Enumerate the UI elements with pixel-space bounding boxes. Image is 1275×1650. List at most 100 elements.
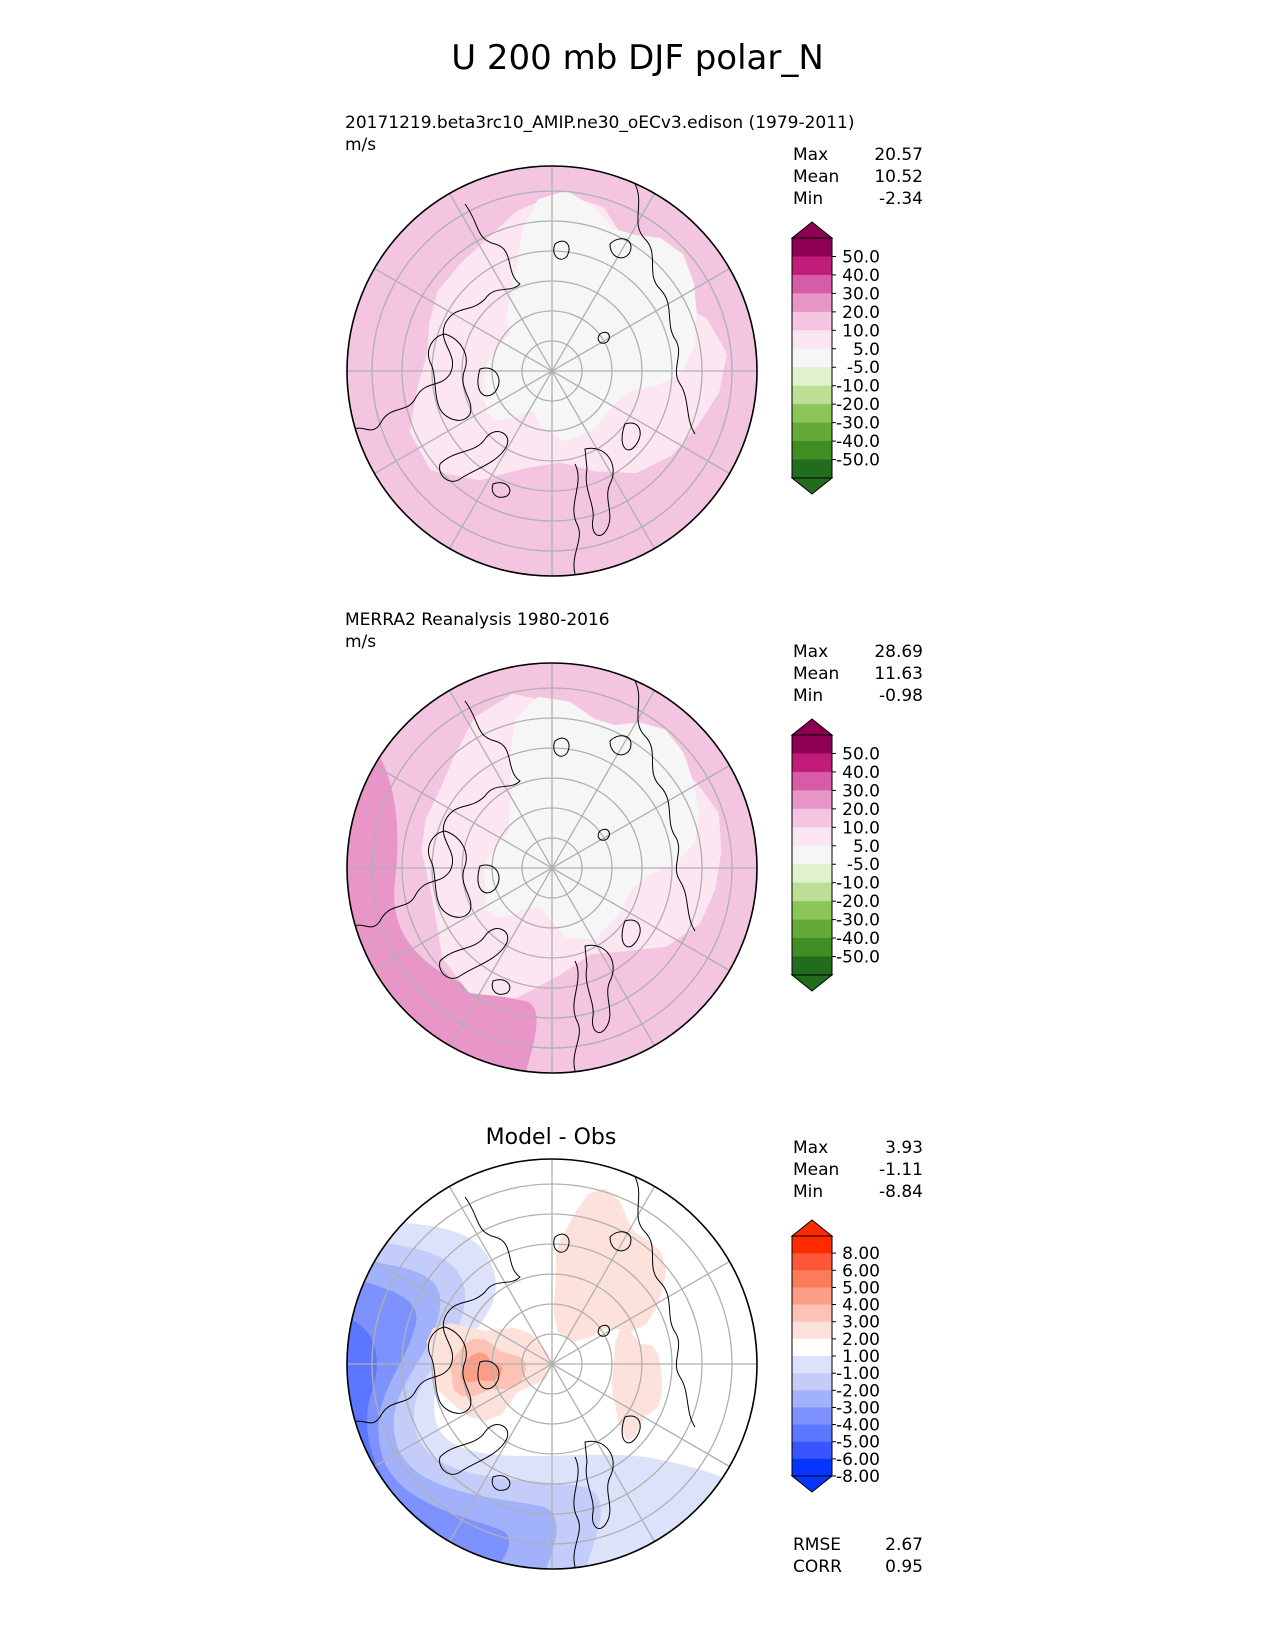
meridian-gridline <box>448 193 656 549</box>
colorbar-tick-label: 5.00 <box>842 1278 880 1298</box>
stat-label: Mean <box>793 1160 840 1180</box>
stat-value: -8.84 <box>879 1182 923 1202</box>
map-boundary <box>346 165 758 577</box>
stat-value: 3.93 <box>885 1138 923 1158</box>
colorbar-tick-label: -1.00 <box>836 1364 880 1384</box>
colorbar-tick-label: 3.00 <box>842 1313 880 1333</box>
meridian-gridline <box>448 690 656 1046</box>
colorbar: 8.006.005.004.003.002.001.00-1.00-2.00-3… <box>790 1219 880 1493</box>
colorbar-tick-label: -30.0 <box>836 414 880 434</box>
colorbar-extend-top <box>790 718 834 736</box>
colorbar-segment <box>792 938 832 958</box>
coastline <box>553 240 570 260</box>
coastline <box>634 183 696 435</box>
coastline <box>477 367 500 397</box>
colorbar-segment <box>792 790 832 810</box>
colorbar-segment <box>792 311 832 331</box>
colorbar-segment <box>792 1321 832 1340</box>
colorbar-segment <box>792 330 832 350</box>
stat-value: 20.57 <box>874 145 923 165</box>
stat-label: Min <box>793 1182 824 1202</box>
coastline <box>349 700 521 932</box>
colorbar-segment <box>792 1407 832 1426</box>
colorbar-segment <box>792 1373 832 1391</box>
colorbar-segment <box>792 1287 832 1306</box>
colorbar-segment <box>792 1253 832 1271</box>
map-boundary <box>346 662 758 1074</box>
panel-units: m/s <box>345 135 377 155</box>
map-boundary <box>346 1158 758 1570</box>
colorbar-tick-label: 30.0 <box>842 781 880 801</box>
coastline <box>621 1415 641 1444</box>
coastline <box>491 1475 511 1491</box>
coastline <box>491 979 511 995</box>
colorbar-segment <box>792 1390 832 1408</box>
colorbar-segment <box>792 1236 832 1254</box>
colorbar-frame <box>791 734 833 976</box>
coastline <box>553 1233 570 1253</box>
colorbar-tick-label: -40.0 <box>836 929 880 949</box>
colorbar-segment <box>792 735 832 754</box>
coastline <box>477 864 500 894</box>
colorbar-tick-label: -3.00 <box>836 1398 880 1418</box>
field-layer <box>347 166 757 576</box>
panel-title: 20171219.beta3rc10_AMIP.ne30_oECv3.ediso… <box>345 113 855 133</box>
colorbar-tick-label: 1.00 <box>842 1347 880 1367</box>
colorbar-tick-label: -5.0 <box>847 358 880 378</box>
colorbar-tick-label: -2.00 <box>836 1381 880 1401</box>
coastline <box>349 203 521 435</box>
field-band <box>612 1328 662 1441</box>
colorbar-segment <box>792 238 832 257</box>
coastline <box>553 737 570 757</box>
stat-value: 11.63 <box>874 664 923 684</box>
stats-box: Max 3.93 Mean -1.11 Min -8.84 <box>793 1137 923 1203</box>
panel-reference: MERRA2 Reanalysis 1980-2016 m/s Max 28.69… <box>0 607 1275 1097</box>
colorbar-segment <box>792 827 832 847</box>
colorbar-tick-label: -40.0 <box>836 432 880 452</box>
colorbar-tick-label: 5.0 <box>853 340 880 360</box>
polar-map <box>346 165 758 577</box>
colorbar-tick-label: -50.0 <box>836 451 880 471</box>
colorbar-segment <box>792 256 832 276</box>
colorbar-tick-label: -20.0 <box>836 395 880 415</box>
coastline <box>428 830 472 918</box>
coastline <box>439 1424 508 1475</box>
coastline <box>621 919 641 948</box>
metric-value: 0.95 <box>885 1557 923 1577</box>
colorbar-segment <box>792 882 832 902</box>
coastline <box>597 828 610 841</box>
colorbar-segment <box>792 1304 832 1323</box>
colorbar-segment <box>792 441 832 461</box>
coastline <box>597 1324 610 1337</box>
colorbar-segment <box>792 956 832 976</box>
colorbar: 50.040.030.020.010.05.0-5.0-10.0-20.0-30… <box>790 718 880 992</box>
field-band <box>460 1352 503 1383</box>
colorbar-segment <box>792 1424 832 1443</box>
colorbar-tick-label: -6.00 <box>836 1450 880 1470</box>
figure-title: U 200 mb DJF polar_N <box>451 38 824 78</box>
field-layer <box>347 663 757 1073</box>
panel-units: m/s <box>345 632 377 652</box>
metric-label: CORR <box>793 1557 842 1577</box>
colorbar: 50.040.030.020.010.05.0-5.0-10.0-20.0-30… <box>790 221 880 495</box>
colorbar-segment <box>792 1270 832 1288</box>
coastline <box>634 1176 696 1428</box>
stat-value: -0.98 <box>879 686 923 706</box>
coastline <box>428 333 472 421</box>
stats-box: Max 28.69 Mean 11.63 Min -0.98 <box>793 641 923 707</box>
colorbar-extend-bottom <box>790 477 834 495</box>
metric-label: RMSE <box>793 1535 842 1555</box>
colorbar-segment <box>792 1338 832 1357</box>
colorbar-tick-label: -4.00 <box>836 1416 880 1436</box>
coastline <box>634 680 696 932</box>
colorbar-tick-label: 10.0 <box>842 818 880 838</box>
coastline <box>573 463 580 575</box>
coastline <box>609 1231 632 1252</box>
colorbar-segment <box>792 274 832 294</box>
colorbar-tick-label: 20.0 <box>842 303 880 323</box>
colorbar-tick-label: 10.0 <box>842 321 880 341</box>
colorbar-frame <box>791 237 833 479</box>
colorbar-segment <box>792 808 832 828</box>
stat-value: -2.34 <box>879 189 923 209</box>
colorbar-tick-label: 50.0 <box>842 744 880 764</box>
